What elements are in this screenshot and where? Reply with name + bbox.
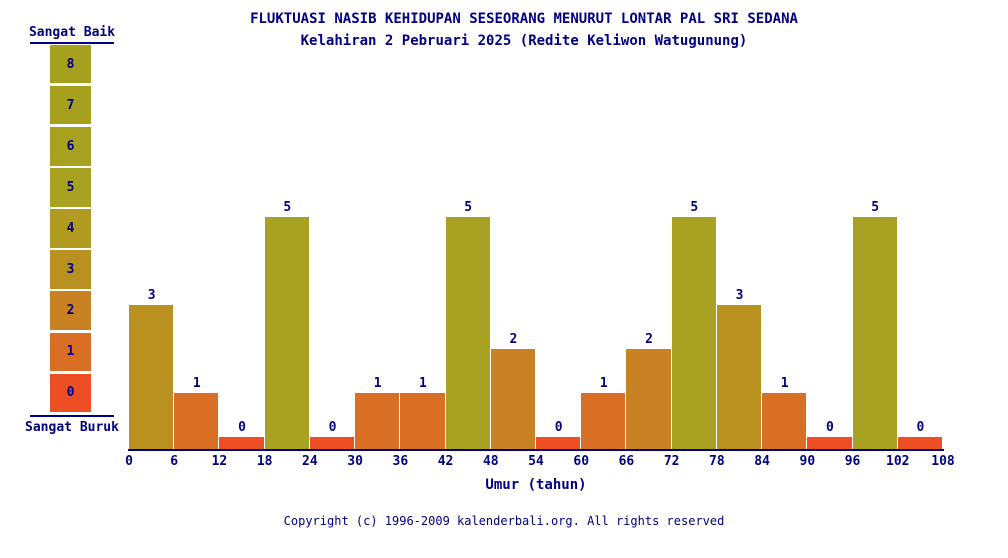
bar-84-90 — [762, 393, 807, 449]
bar-24-30 — [309, 437, 355, 449]
bar-72-78 — [671, 217, 716, 449]
bar-value-label: 2 — [645, 332, 653, 347]
bar-54-60 — [536, 437, 581, 449]
bar-value-label: 3 — [147, 288, 156, 303]
bar-value-label: 1 — [419, 376, 427, 391]
legend-cell-5: 5 — [50, 168, 91, 207]
x-tick-label: 108 — [931, 454, 955, 469]
bar-value-label: 0 — [826, 420, 834, 435]
legend-best-label: Sangat Baik — [28, 25, 116, 40]
bar-90-96 — [807, 437, 852, 449]
x-axis-ticks: 0 6 12 18 24 30 36 42 48 54 60 66 72 78 84 90 96 102 108 — [125, 454, 955, 470]
x-tick-label: 30 — [347, 454, 363, 469]
x-tick-label: 78 — [709, 454, 725, 469]
legend-cell-8: 8 — [50, 45, 91, 84]
chart-subtitle: Kelahiran 2 Pebruari 2025 (Redite Keliwo… — [300, 33, 748, 49]
x-tick-label: 0 — [125, 454, 133, 469]
bar-0-6 — [129, 305, 174, 449]
bar-value-label: 3 — [735, 288, 744, 303]
legend-bottom-rule — [30, 415, 114, 417]
x-axis-line — [128, 449, 944, 451]
bar-value-label: 5 — [871, 200, 880, 215]
x-tick-label: 12 — [211, 454, 228, 469]
bar-value-label: 2 — [509, 332, 518, 347]
bar-value-label: 0 — [238, 420, 246, 435]
copyright-text: Copyright (c) 1996-2009 kalenderbali.org… — [283, 514, 725, 528]
x-tick-label: 18 — [256, 454, 273, 469]
x-tick-label: 36 — [392, 454, 409, 469]
x-tick-label: 96 — [844, 454, 861, 469]
bar-102-108 — [897, 437, 942, 449]
bar-value-label: 1 — [780, 376, 789, 391]
bar-42-48 — [445, 217, 490, 449]
bar-value-label: 5 — [283, 200, 292, 215]
x-tick-label: 66 — [618, 454, 635, 469]
legend-cell-2: 2 — [50, 291, 91, 330]
x-tick-label: 24 — [302, 454, 318, 469]
x-tick-label: 6 — [170, 454, 179, 469]
bar-value-label: 0 — [328, 420, 337, 435]
bar-value-label: 1 — [192, 376, 201, 391]
bar-30-36 — [355, 393, 400, 449]
legend-cell-3: 3 — [50, 250, 91, 289]
x-axis-title: Umur (tahun) — [485, 477, 587, 493]
bar-value-label: 5 — [464, 200, 473, 215]
x-tick-label: 72 — [663, 454, 680, 469]
bar-66-72 — [626, 349, 671, 449]
bar-48-54 — [490, 349, 535, 449]
bar-value-label: 0 — [916, 420, 925, 435]
legend-cell-7: 7 — [50, 86, 91, 125]
x-tick-label: 84 — [754, 454, 770, 469]
legend-cell-6: 6 — [50, 127, 91, 166]
x-tick-label: 102 — [886, 454, 910, 469]
bar-12-18 — [219, 437, 264, 449]
x-tick-label: 60 — [573, 454, 590, 469]
chart-header: FLUKTUASI NASIB KEHIDUPAN SESEORANG MENU… — [40, 8, 1008, 52]
x-tick-label: 42 — [437, 454, 454, 469]
x-tick-label: 90 — [799, 454, 816, 469]
bar-value-label: 1 — [373, 376, 382, 391]
bar-value-label: 0 — [554, 420, 563, 435]
bar-60-66 — [581, 393, 626, 449]
bar-78-84 — [716, 305, 762, 449]
bar-36-42 — [400, 393, 445, 449]
bar-6-12 — [174, 393, 219, 449]
bar-96-102 — [852, 217, 897, 449]
x-tick-label: 54 — [528, 454, 544, 469]
legend-cell-0: 0 — [50, 373, 91, 413]
legend-worst-label: Sangat Buruk — [25, 420, 119, 435]
legend-cell-4: 4 — [50, 209, 91, 248]
bar-value-label: 5 — [690, 200, 699, 215]
legend-cell-1: 1 — [50, 332, 91, 371]
chart-title: FLUKTUASI NASIB KEHIDUPAN SESEORANG MENU… — [250, 11, 798, 27]
legend-top-rule — [30, 42, 114, 44]
bar-value-label: 1 — [599, 376, 608, 391]
bar-18-24 — [264, 217, 309, 449]
x-tick-label: 48 — [482, 454, 499, 469]
